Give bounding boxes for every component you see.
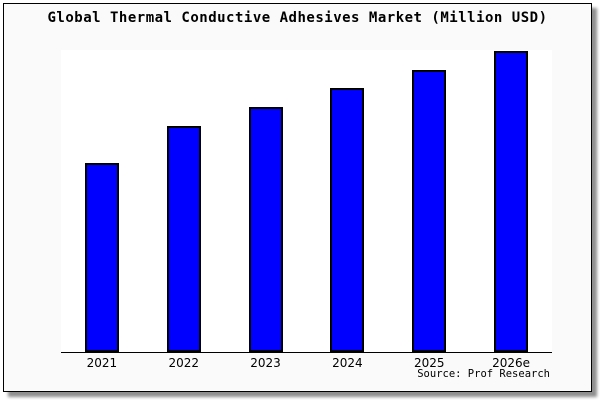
- source-credit: Source: Prof Research: [417, 368, 550, 380]
- x-tick-label-2024: 2024: [332, 356, 363, 370]
- x-tick-label-2022: 2022: [168, 356, 199, 370]
- bar-2021: [84, 163, 119, 352]
- bar-2022: [166, 126, 201, 352]
- x-tick-label-2023: 2023: [250, 356, 281, 370]
- bar-2024: [330, 88, 365, 352]
- bar-2023: [248, 107, 283, 352]
- plot-area: [61, 50, 552, 353]
- bar-2025: [412, 70, 447, 352]
- bar-2026e: [494, 51, 529, 352]
- x-tick-label-2021: 2021: [86, 356, 118, 370]
- chart-title: Global Thermal Conductive Adhesives Mark…: [47, 10, 548, 26]
- x-tick-label-2025: 2025: [413, 356, 445, 370]
- chart-card: Global Thermal Conductive Adhesives Mark…: [3, 3, 592, 392]
- bars-container: [61, 50, 552, 352]
- x-tick-label-2026e: 2026e: [492, 356, 531, 370]
- x-axis-labels: 2021 2022 2023 2024 2025 2026e: [61, 356, 552, 370]
